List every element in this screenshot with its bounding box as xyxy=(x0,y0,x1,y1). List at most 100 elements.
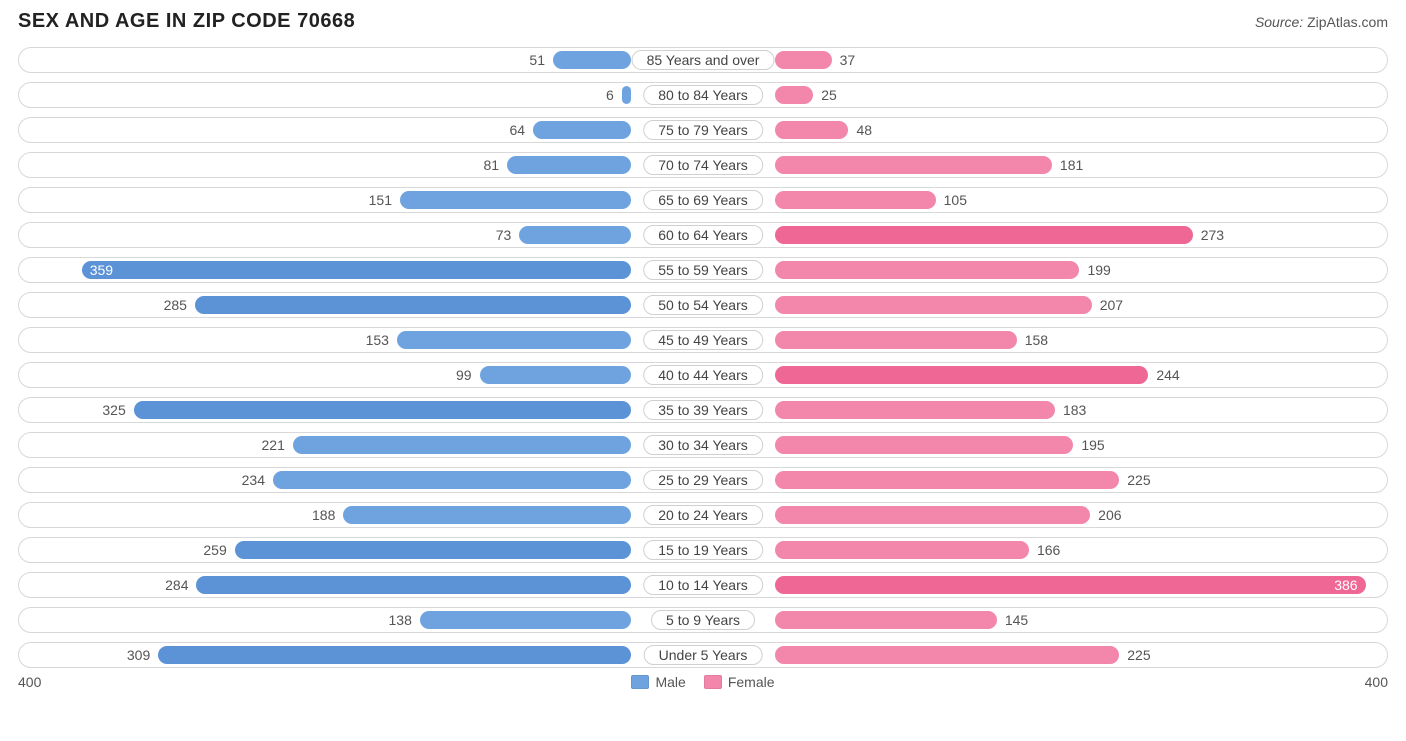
pyramid-row: 50 to 54 Years 285 207 xyxy=(18,292,1388,318)
male-bar xyxy=(622,86,631,104)
axis-left-max: 400 xyxy=(18,674,41,690)
male-value: 138 xyxy=(389,612,412,628)
age-group-label: 45 to 49 Years xyxy=(643,330,763,350)
age-group-label: 55 to 59 Years xyxy=(643,260,763,280)
female-value: 225 xyxy=(1127,472,1150,488)
age-group-label: 10 to 14 Years xyxy=(643,575,763,595)
male-value: 153 xyxy=(366,332,389,348)
female-bar xyxy=(775,576,1366,594)
legend-swatch-female xyxy=(704,675,722,689)
female-bar xyxy=(775,226,1193,244)
age-group-label: 60 to 64 Years xyxy=(643,225,763,245)
female-value: 386 xyxy=(1334,577,1357,593)
female-value: 183 xyxy=(1063,402,1086,418)
male-value: 325 xyxy=(102,402,125,418)
male-value: 64 xyxy=(510,122,526,138)
female-bar xyxy=(775,611,997,629)
pyramid-row: 65 to 69 Years151105 xyxy=(18,187,1388,213)
female-bar xyxy=(775,646,1119,664)
male-value: 259 xyxy=(203,542,226,558)
female-value: 195 xyxy=(1081,437,1104,453)
male-value: 99 xyxy=(456,367,472,383)
female-value: 244 xyxy=(1156,367,1179,383)
male-bar xyxy=(553,51,631,69)
female-value: 145 xyxy=(1005,612,1028,628)
age-group-label: 85 Years and over xyxy=(632,50,775,70)
female-bar xyxy=(775,506,1090,524)
male-bar xyxy=(397,331,631,349)
female-value: 206 xyxy=(1098,507,1121,523)
population-pyramid: 85 Years and over513780 to 84 Years62575… xyxy=(18,47,1388,668)
pyramid-row: 40 to 44 Years 99 244 xyxy=(18,362,1388,388)
male-bar xyxy=(343,506,631,524)
axis-right-max: 400 xyxy=(1365,674,1388,690)
male-value: 284 xyxy=(165,577,188,593)
age-group-label: 5 to 9 Years xyxy=(651,610,755,630)
legend-label-male: Male xyxy=(655,674,685,690)
male-value: 285 xyxy=(164,297,187,313)
age-group-label: 65 to 69 Years xyxy=(643,190,763,210)
age-group-label: 80 to 84 Years xyxy=(643,85,763,105)
male-bar xyxy=(533,121,631,139)
female-value: 207 xyxy=(1100,297,1123,313)
female-value: 181 xyxy=(1060,157,1083,173)
pyramid-row: Under 5 Years 309 225 xyxy=(18,642,1388,668)
male-value: 234 xyxy=(242,472,265,488)
male-bar xyxy=(195,296,631,314)
pyramid-row: 25 to 29 Years 234 225 xyxy=(18,467,1388,493)
male-bar xyxy=(235,541,631,559)
male-value: 73 xyxy=(496,227,512,243)
legend-male: Male xyxy=(631,674,685,690)
female-value: 199 xyxy=(1087,262,1110,278)
male-bar xyxy=(420,611,631,629)
male-bar xyxy=(480,366,631,384)
male-bar xyxy=(293,436,631,454)
male-bar xyxy=(196,576,631,594)
male-bar xyxy=(158,646,631,664)
male-value: 188 xyxy=(312,507,335,523)
female-bar xyxy=(775,51,832,69)
female-value: 105 xyxy=(944,192,967,208)
pyramid-row: 15 to 19 Years259166 xyxy=(18,537,1388,563)
pyramid-row: 35 to 39 Years325183 xyxy=(18,397,1388,423)
female-value: 166 xyxy=(1037,542,1060,558)
female-value: 48 xyxy=(856,122,872,138)
male-value: 309 xyxy=(127,647,150,663)
male-value: 221 xyxy=(262,437,285,453)
male-value: 81 xyxy=(484,157,500,173)
female-bar xyxy=(775,121,848,139)
pyramid-row: 55 to 59 Years 359 199 xyxy=(18,257,1388,283)
age-group-label: 50 to 54 Years xyxy=(643,295,763,315)
female-bar xyxy=(775,191,936,209)
female-bar xyxy=(775,86,813,104)
male-value: 359 xyxy=(90,262,113,278)
pyramid-row: 85 Years and over 51 37 xyxy=(18,47,1388,73)
female-bar xyxy=(775,296,1092,314)
female-bar xyxy=(775,471,1119,489)
age-group-label: 70 to 74 Years xyxy=(643,155,763,175)
male-bar xyxy=(519,226,631,244)
source-name: ZipAtlas.com xyxy=(1307,14,1388,30)
pyramid-row: 75 to 79 Years 64 48 xyxy=(18,117,1388,143)
female-value: 273 xyxy=(1201,227,1224,243)
female-value: 158 xyxy=(1025,332,1048,348)
female-value: 225 xyxy=(1127,647,1150,663)
pyramid-row: 5 to 9 Years 138 145 xyxy=(18,607,1388,633)
male-value: 6 xyxy=(606,87,614,103)
pyramid-row: 80 to 84 Years625 xyxy=(18,82,1388,108)
pyramid-row: 45 to 49 Years 153 158 xyxy=(18,327,1388,353)
pyramid-row: 10 to 14 Years 284 386 xyxy=(18,572,1388,598)
male-bar xyxy=(134,401,631,419)
male-value: 51 xyxy=(529,52,545,68)
chart-title: SEX AND AGE IN ZIP CODE 70668 xyxy=(18,10,355,33)
pyramid-row: 30 to 34 Years221195 xyxy=(18,432,1388,458)
legend-label-female: Female xyxy=(728,674,775,690)
age-group-label: 25 to 29 Years xyxy=(643,470,763,490)
age-group-label: Under 5 Years xyxy=(644,645,763,665)
source-label: Source: xyxy=(1255,14,1303,30)
female-bar xyxy=(775,436,1073,454)
legend: Male Female xyxy=(631,674,774,690)
age-group-label: 75 to 79 Years xyxy=(643,120,763,140)
female-value: 37 xyxy=(840,52,856,68)
age-group-label: 40 to 44 Years xyxy=(643,365,763,385)
